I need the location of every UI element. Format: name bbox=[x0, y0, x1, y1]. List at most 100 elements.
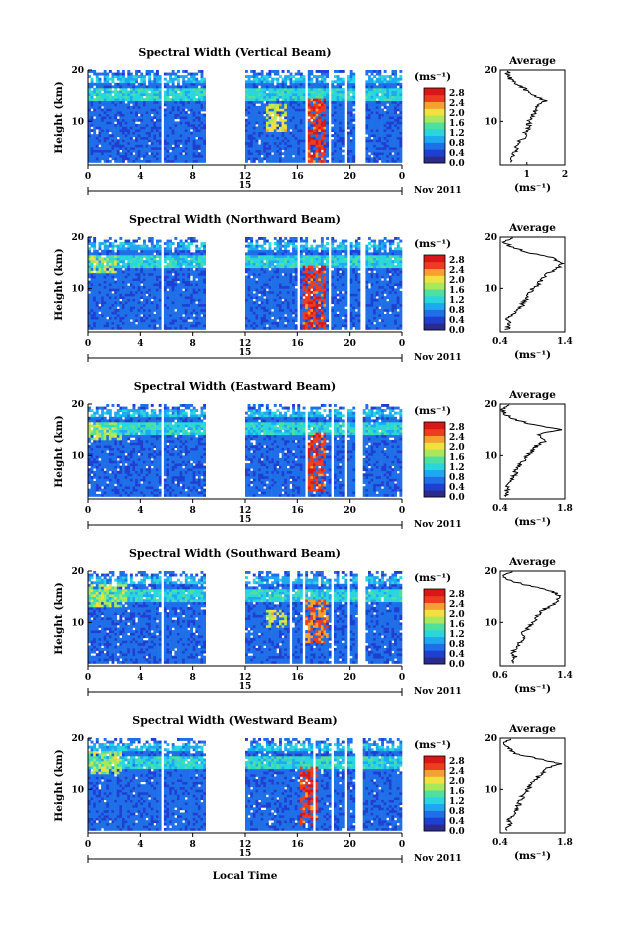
heatmap-cell bbox=[260, 149, 264, 153]
heatmap-cell bbox=[307, 136, 311, 140]
heatmap-cell bbox=[365, 111, 369, 114]
heatmap-cell bbox=[103, 316, 107, 320]
heatmap-cell bbox=[95, 311, 99, 315]
heatmap-cell bbox=[375, 95, 379, 99]
heatmap-cell bbox=[386, 118, 390, 122]
heatmap-cell bbox=[339, 70, 343, 73]
heatmap-cell bbox=[326, 85, 329, 89]
heatmap-cell bbox=[187, 242, 191, 245]
heatmap-cell bbox=[143, 118, 146, 122]
heatmap-cell bbox=[341, 88, 345, 91]
heatmap-cell bbox=[135, 152, 138, 156]
heatmap-cell bbox=[370, 159, 374, 163]
heatmap-cell bbox=[132, 105, 136, 109]
heatmap-cell bbox=[95, 316, 99, 320]
heatmap-cell bbox=[122, 116, 125, 120]
heatmap-cell bbox=[318, 95, 322, 99]
heatmap-cell bbox=[247, 316, 251, 320]
heatmap-cell bbox=[268, 95, 272, 99]
heatmap-cell bbox=[365, 123, 369, 127]
heatmap-cell bbox=[95, 157, 99, 161]
heatmap-cell bbox=[174, 265, 178, 269]
heatmap-cell bbox=[310, 136, 314, 140]
heatmap-cell bbox=[336, 82, 340, 86]
heatmap-cell bbox=[98, 131, 102, 135]
heatmap-cell bbox=[95, 303, 99, 307]
heatmap-cell bbox=[132, 324, 136, 328]
heatmap-cell bbox=[122, 303, 125, 307]
heatmap-cell bbox=[101, 311, 104, 315]
heatmap-cell bbox=[88, 70, 91, 73]
heatmap-cell bbox=[106, 116, 110, 120]
heatmap-cell bbox=[294, 123, 298, 127]
heatmap-cell bbox=[143, 319, 146, 323]
heatmap-cell bbox=[388, 134, 392, 138]
heatmap-cell bbox=[156, 260, 159, 263]
heatmap-cell bbox=[255, 316, 259, 320]
heatmap-cell bbox=[286, 123, 290, 127]
heatmap-cell bbox=[129, 80, 133, 84]
heatmap-cell bbox=[190, 108, 193, 112]
heatmap-cell bbox=[368, 118, 371, 122]
heatmap-cell bbox=[252, 85, 256, 89]
heatmap-cell bbox=[169, 316, 172, 320]
heatmap-cell bbox=[90, 113, 94, 117]
heatmap-cell bbox=[132, 314, 136, 317]
heatmap-cell bbox=[318, 82, 322, 86]
heatmap-cell bbox=[315, 134, 319, 138]
heatmap-cell bbox=[200, 252, 204, 256]
heatmap-cell bbox=[93, 113, 97, 117]
heatmap-cell bbox=[95, 93, 99, 96]
heatmap-cell bbox=[124, 121, 128, 125]
heatmap-cell bbox=[396, 121, 400, 125]
heatmap-cell bbox=[281, 80, 285, 84]
heatmap-cell bbox=[187, 103, 191, 107]
heatmap-cell bbox=[153, 159, 157, 163]
heatmap-cell bbox=[140, 72, 144, 76]
heatmap-cell bbox=[119, 141, 123, 145]
heatmap-cell bbox=[292, 75, 295, 78]
heatmap-cell bbox=[326, 103, 329, 107]
heatmap-cell bbox=[378, 113, 382, 117]
heatmap-cell bbox=[182, 147, 186, 150]
heatmap-cell bbox=[370, 113, 374, 117]
heatmap-cell bbox=[297, 126, 301, 130]
heatmap-cell bbox=[182, 121, 186, 125]
heatmap-cell bbox=[132, 239, 136, 243]
heatmap-cell bbox=[119, 270, 123, 274]
heatmap-cell bbox=[271, 136, 275, 140]
heatmap-cell bbox=[388, 149, 392, 153]
heatmap-cell bbox=[132, 326, 136, 330]
heatmap-cell bbox=[268, 149, 272, 153]
heatmap-cell bbox=[95, 72, 99, 76]
heatmap-cell bbox=[297, 129, 301, 132]
heatmap-cell bbox=[195, 134, 199, 138]
heatmap-cell bbox=[135, 267, 138, 271]
heatmap-cell bbox=[93, 147, 97, 150]
heatmap-cell bbox=[279, 88, 282, 91]
heatmap-cell bbox=[260, 139, 264, 143]
heatmap-cell bbox=[247, 80, 251, 84]
heatmap-cell bbox=[153, 93, 157, 96]
heatmap-cell bbox=[192, 82, 196, 86]
heatmap-cell bbox=[265, 311, 269, 315]
heatmap-title: Spectral Width (Northward Beam) bbox=[129, 213, 341, 226]
heatmap-cell bbox=[124, 267, 128, 271]
heatmap-cell bbox=[203, 139, 206, 143]
heatmap-cell bbox=[95, 265, 99, 269]
heatmap-cell bbox=[106, 285, 110, 289]
heatmap-cell bbox=[263, 239, 267, 243]
heatmap-cell bbox=[313, 126, 316, 130]
heatmap-cell bbox=[127, 293, 131, 297]
heatmap-cell bbox=[106, 77, 110, 81]
heatmap-cell bbox=[265, 126, 269, 130]
heatmap-cell bbox=[339, 136, 343, 140]
heatmap-cell bbox=[318, 157, 322, 161]
heatmap-cell bbox=[184, 244, 188, 248]
heatmap-cell bbox=[265, 285, 269, 289]
heatmap-cell bbox=[331, 111, 335, 114]
heatmap-cell bbox=[197, 290, 201, 294]
heatmap-cell bbox=[263, 270, 267, 274]
heatmap-cell bbox=[294, 139, 298, 143]
heatmap-cell bbox=[190, 311, 193, 315]
